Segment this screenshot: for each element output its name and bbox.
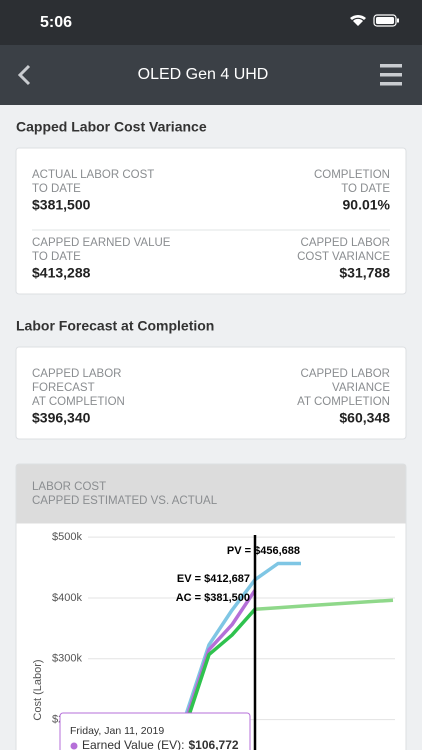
tooltip bbox=[59, 712, 251, 750]
series-line bbox=[254, 598, 394, 611]
tooltip-value: $106,772 bbox=[189, 738, 239, 750]
metric-label: CAPPED LABOR bbox=[301, 237, 390, 249]
y-tick-label: $300k bbox=[52, 653, 82, 665]
time: 5:06 bbox=[40, 14, 72, 31]
metric-value: $396,340 bbox=[32, 410, 91, 426]
annotation: PV = $456,688 bbox=[227, 545, 300, 557]
y-tick-label: $400k bbox=[52, 592, 82, 604]
metric-value: $60,348 bbox=[339, 410, 390, 426]
card bbox=[15, 147, 407, 295]
metric-label: AT COMPLETION bbox=[32, 396, 125, 408]
nav-title: OLED Gen 4 UHD bbox=[138, 66, 269, 83]
chart-header bbox=[16, 464, 406, 524]
tooltip-dot bbox=[70, 742, 78, 750]
metric-value: $31,788 bbox=[339, 265, 390, 281]
annotation: EV = $412,687 bbox=[177, 573, 250, 585]
metric-label: COMPLETION bbox=[314, 169, 390, 181]
back-button[interactable] bbox=[17, 64, 31, 86]
nav-bar bbox=[0, 45, 422, 105]
annotation: AC = $381,500 bbox=[176, 592, 250, 604]
card bbox=[15, 346, 407, 440]
metric-label: ACTUAL LABOR COST bbox=[32, 169, 154, 181]
section-title: Capped Labor Cost Variance bbox=[16, 119, 207, 135]
metric-value: $381,500 bbox=[32, 197, 91, 213]
metric-label: AT COMPLETION bbox=[297, 396, 390, 408]
menu-button[interactable] bbox=[380, 64, 402, 86]
chart-title: LABOR COST bbox=[32, 481, 106, 493]
section-title: Labor Forecast at Completion bbox=[16, 318, 214, 334]
chart-title: CAPPED ESTIMATED VS. ACTUAL bbox=[32, 495, 218, 507]
metric-label: TO DATE bbox=[341, 183, 390, 195]
metric-label: FORECAST bbox=[32, 382, 95, 394]
metric-label: VARIANCE bbox=[332, 382, 390, 394]
tooltip-label: Earned Value (EV): bbox=[82, 738, 185, 750]
tooltip-text: Earned Value (EV): $106,772 bbox=[82, 738, 239, 750]
tooltip-date: Friday, Jan 11, 2019 bbox=[70, 725, 164, 737]
metric-label: TO DATE bbox=[32, 251, 81, 263]
y-axis-label: Cost (Labor) bbox=[32, 659, 44, 720]
metric-label: TO DATE bbox=[32, 183, 81, 195]
chart-card bbox=[15, 463, 407, 750]
metric-value: 90.01% bbox=[343, 197, 391, 213]
metric-value: $413,288 bbox=[32, 265, 91, 281]
status-icons bbox=[350, 14, 399, 27]
metric-label: CAPPED LABOR bbox=[32, 368, 121, 380]
series-line bbox=[184, 608, 257, 726]
metric-label: COST VARIANCE bbox=[297, 251, 390, 263]
status-bar bbox=[0, 0, 422, 45]
metric-label: CAPPED EARNED VALUE bbox=[32, 237, 171, 249]
y-tick-label: $500k bbox=[52, 531, 82, 543]
metric-label: CAPPED LABOR bbox=[301, 368, 390, 380]
